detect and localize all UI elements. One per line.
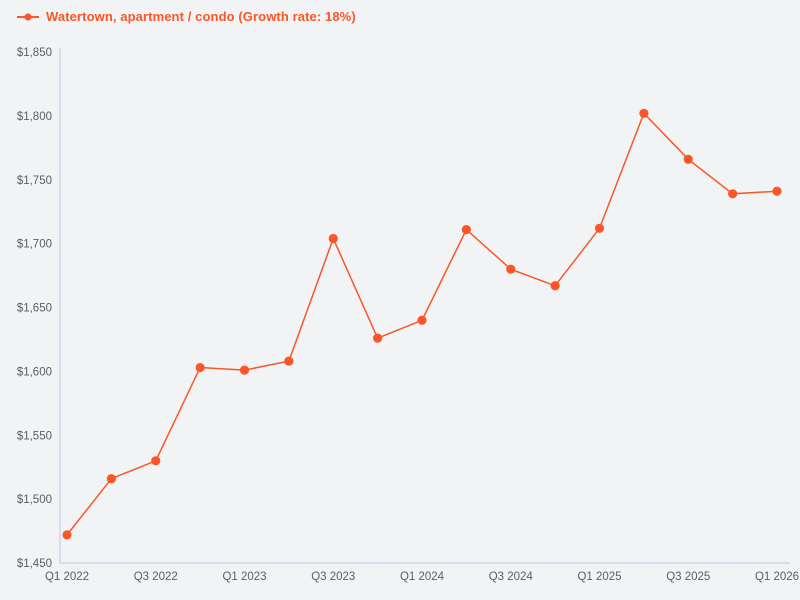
x-axis-tick-label: Q1 2024	[400, 571, 445, 583]
data-point[interactable]	[417, 315, 427, 325]
data-point[interactable]	[461, 224, 471, 235]
x-axis-tick-label: Q1 2023	[222, 571, 266, 583]
legend-label: Watertown, apartment / condo (Growth rat…	[46, 9, 356, 24]
data-point[interactable]	[506, 264, 516, 274]
x-axis-tick-label: Q3 2025	[666, 571, 710, 583]
x-axis-tick-label: Q3 2022	[134, 571, 178, 583]
axis-lines	[59, 48, 790, 564]
data-point[interactable]	[728, 189, 738, 199]
data-point[interactable]	[151, 456, 161, 466]
data-point[interactable]	[373, 333, 383, 343]
y-axis-tick-label: $1,650	[17, 303, 52, 315]
data-point[interactable]	[284, 356, 294, 366]
y-axis-tick-label: $1,750	[17, 175, 52, 187]
legend-dot	[24, 12, 32, 21]
data-point[interactable]	[239, 365, 250, 375]
legend-item[interactable]: Watertown, apartment / condo (Growth rat…	[17, 9, 356, 24]
x-axis-tick-label: Q3 2023	[311, 571, 355, 583]
y-axis-tick-label: $1,600	[17, 366, 52, 378]
data-point[interactable]	[594, 223, 605, 233]
y-axis-tick-label: $1,450	[17, 558, 52, 570]
data-point[interactable]	[106, 474, 116, 484]
data-point[interactable]	[683, 154, 693, 164]
y-axis-tick-label: $1,550	[17, 430, 52, 442]
y-axis-tick-label: $1,800	[17, 111, 52, 123]
data-point[interactable]	[639, 108, 649, 118]
data-point[interactable]	[550, 281, 560, 291]
data-point[interactable]	[62, 530, 72, 540]
x-axis-tick-label: Q3 2024	[489, 571, 534, 583]
y-axis-tick-label: $1,700	[17, 239, 52, 251]
data-point[interactable]	[772, 186, 782, 196]
y-axis-tick-label: $1,850	[17, 47, 52, 59]
legend-series-marker-icon	[17, 12, 39, 21]
data-point[interactable]	[195, 362, 205, 373]
y-axis-tick-label: $1,500	[17, 494, 52, 506]
x-axis-tick-label: Q1 2022	[45, 571, 89, 583]
x-axis-tick-label: Q1 2026	[755, 571, 799, 583]
x-axis-tick-label: Q1 2025	[577, 571, 621, 583]
data-point[interactable]	[328, 233, 338, 244]
